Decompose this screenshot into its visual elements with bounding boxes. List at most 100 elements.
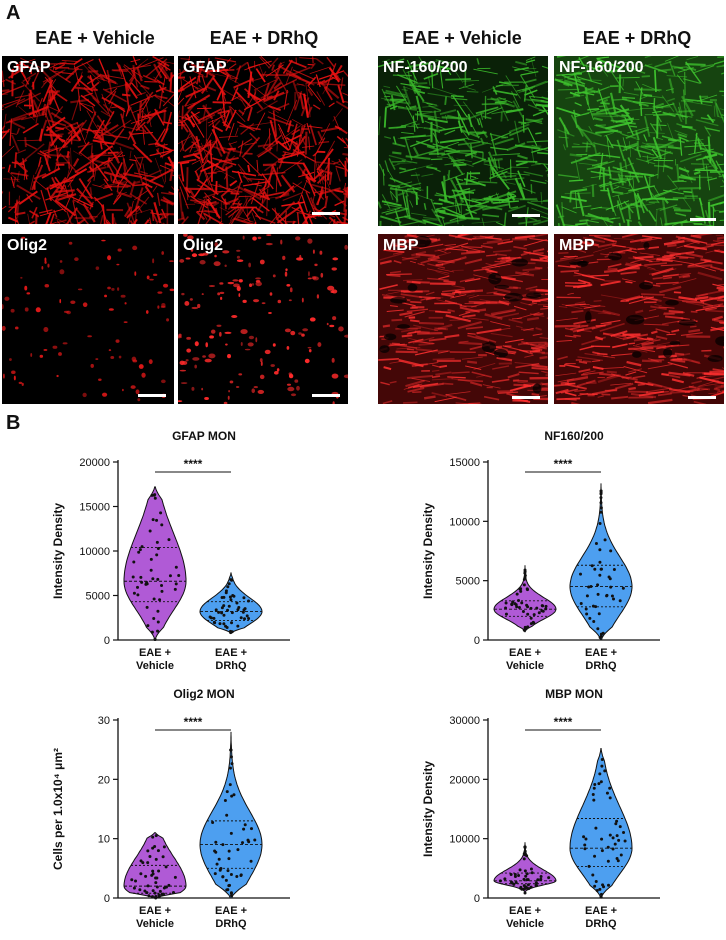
data-point (151, 835, 155, 839)
scale-bar (688, 396, 716, 399)
data-point (152, 617, 156, 621)
data-point (589, 584, 593, 588)
data-point (612, 567, 616, 571)
data-point (605, 594, 609, 598)
data-point (147, 894, 151, 898)
data-point (525, 587, 529, 591)
micrograph-label: NF-160/200 (383, 59, 468, 76)
data-point (519, 587, 523, 591)
data-point (612, 597, 616, 601)
data-point (217, 610, 221, 614)
data-point (544, 607, 548, 611)
data-point (229, 748, 233, 752)
data-point (139, 859, 143, 863)
data-point (225, 813, 229, 817)
data-point (247, 616, 251, 620)
data-point (517, 873, 521, 877)
data-point (544, 604, 548, 608)
data-point (526, 883, 530, 887)
y-axis-label: Intensity Density (51, 503, 65, 599)
micrograph-texture (2, 236, 174, 402)
data-point (153, 891, 157, 895)
data-point (247, 599, 251, 603)
data-point (596, 592, 600, 596)
data-point (523, 891, 527, 895)
data-point (154, 857, 158, 861)
data-point (596, 583, 600, 587)
data-point (539, 875, 543, 879)
significance-label: **** (554, 715, 573, 729)
panel-b-letter: B (6, 412, 21, 434)
data-point (599, 489, 603, 493)
data-point (149, 557, 153, 561)
data-point (130, 878, 134, 882)
data-point (525, 872, 529, 876)
data-point (134, 879, 138, 883)
chart-title: MBP MON (545, 687, 603, 701)
significance-label: **** (184, 715, 203, 729)
data-point (615, 819, 619, 823)
data-point (161, 892, 165, 896)
data-point (173, 875, 177, 879)
data-point (527, 887, 531, 891)
data-point (156, 620, 160, 624)
data-point (225, 888, 229, 892)
data-point (156, 577, 160, 581)
data-point (591, 793, 595, 797)
data-point (224, 589, 228, 593)
data-point (523, 853, 527, 857)
data-point (606, 859, 610, 863)
data-point (137, 550, 141, 554)
data-point (529, 885, 533, 889)
data-point (249, 859, 253, 863)
data-point (504, 606, 508, 610)
data-point (522, 884, 526, 888)
data-point (595, 889, 599, 893)
data-point (529, 606, 533, 610)
data-point (593, 567, 597, 571)
data-point (588, 616, 592, 620)
data-point (239, 873, 243, 877)
data-point (160, 584, 164, 588)
data-point (213, 849, 217, 853)
x-category-label: EAE + (139, 647, 171, 659)
data-point (145, 580, 149, 584)
data-point (594, 605, 598, 609)
data-point (235, 874, 239, 878)
y-tick-label: 15000 (449, 457, 480, 469)
data-point (236, 848, 240, 852)
data-point (155, 540, 159, 544)
data-point (582, 835, 586, 839)
data-point (598, 887, 602, 891)
data-point (150, 873, 154, 877)
data-point (218, 622, 222, 626)
data-point (222, 622, 226, 626)
data-point (540, 604, 544, 608)
micrograph-texture (378, 234, 548, 404)
data-point (143, 889, 147, 893)
micrograph-label: MBP (559, 237, 595, 254)
data-point (587, 585, 591, 589)
data-point (599, 496, 603, 500)
chart-title: NF160/200 (544, 429, 604, 443)
violin-body (199, 572, 263, 634)
data-point (160, 523, 164, 527)
micrograph-mbp-vehicle: MBP (378, 234, 548, 404)
data-point (139, 575, 143, 579)
micrograph-texture (554, 56, 724, 226)
data-point (162, 845, 166, 849)
micrograph-nf-vehicle: NF-160/200 (378, 56, 548, 226)
data-point (594, 541, 598, 545)
data-point (618, 825, 622, 829)
y-tick-label: 20 (98, 774, 110, 786)
data-point (167, 883, 171, 887)
data-point (597, 612, 601, 616)
data-point (523, 845, 527, 849)
data-point (513, 874, 517, 878)
data-point (241, 610, 245, 614)
data-point (534, 883, 538, 887)
data-point (513, 602, 517, 606)
chart-title: GFAP MON (172, 429, 236, 443)
micrograph-label: NF-160/200 (559, 59, 644, 76)
data-point (530, 871, 534, 875)
